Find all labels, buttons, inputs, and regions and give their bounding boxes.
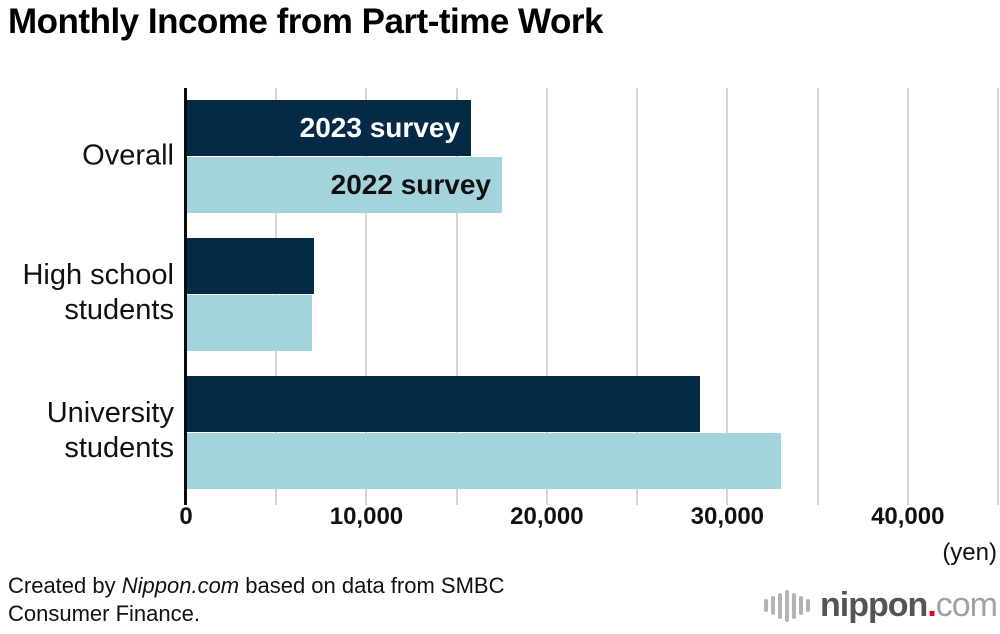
gridline-10000 (365, 88, 368, 505)
soundwave-bar-5 (792, 592, 797, 619)
x-tick-label-20000: 20,000 (510, 503, 584, 530)
nippon-logo: nippon.com (764, 586, 998, 625)
logo-brand: nippon (820, 586, 928, 624)
logo-tld: com (935, 586, 998, 624)
gridline-25000 (636, 88, 639, 505)
bar-2022-survey-overall: 2022 survey (186, 157, 502, 213)
bar-2023-survey-university-students (186, 376, 700, 432)
logo-wordmark: nippon.com (820, 586, 998, 625)
category-label-high-school-students: High school students (22, 259, 174, 326)
category-label-overall: Overall (82, 139, 174, 172)
gridline-15000 (455, 88, 458, 505)
bar-2022-survey-university-students (186, 433, 781, 489)
gridline-20000 (545, 88, 548, 505)
credit-source-name: Nippon.com (121, 573, 240, 598)
gridline-40000 (906, 88, 909, 505)
bar-2022-survey-high-school-students (186, 295, 312, 351)
gridline-45000 (997, 88, 999, 505)
plot-area: 2023 survey 2022 survey (186, 88, 999, 505)
x-tick-label-30000: 30,000 (690, 503, 765, 530)
footer-credit: Created by Nippon.com based on data from… (8, 572, 548, 628)
bar-2023-survey-overall: 2023 survey (186, 100, 471, 156)
soundwave-bar-2 (771, 596, 776, 615)
x-tick-label-40000: 40,000 (871, 503, 945, 530)
series-label-2022-survey: 2022 survey (330, 169, 491, 200)
unit-label: (yen) (942, 539, 997, 566)
soundwave-icon (764, 589, 811, 622)
gridline-30000 (726, 88, 729, 505)
series-label-2023-survey: 2023 survey (299, 112, 460, 143)
category-label-university-students: University students (46, 397, 174, 464)
chart-title: Monthly Income from Part-time Work (8, 2, 603, 41)
gridline-35000 (816, 88, 819, 505)
x-tick-label-10000: 10,000 (329, 503, 404, 530)
soundwave-bar-3 (778, 592, 783, 619)
soundwave-bar-1 (764, 599, 769, 612)
soundwave-bar-4 (785, 589, 790, 622)
credit-text-rest: based on data from SMBC Consumer Finance… (8, 573, 505, 626)
bar-2023-survey-high-school-students (186, 238, 314, 294)
x-tick-label-0: 0 (179, 503, 193, 530)
y-axis-line (184, 88, 187, 505)
logo-dot: . (927, 586, 937, 624)
soundwave-bar-7 (806, 599, 811, 612)
credit-text-pre: Created by (8, 573, 122, 598)
soundwave-bar-6 (799, 596, 804, 615)
